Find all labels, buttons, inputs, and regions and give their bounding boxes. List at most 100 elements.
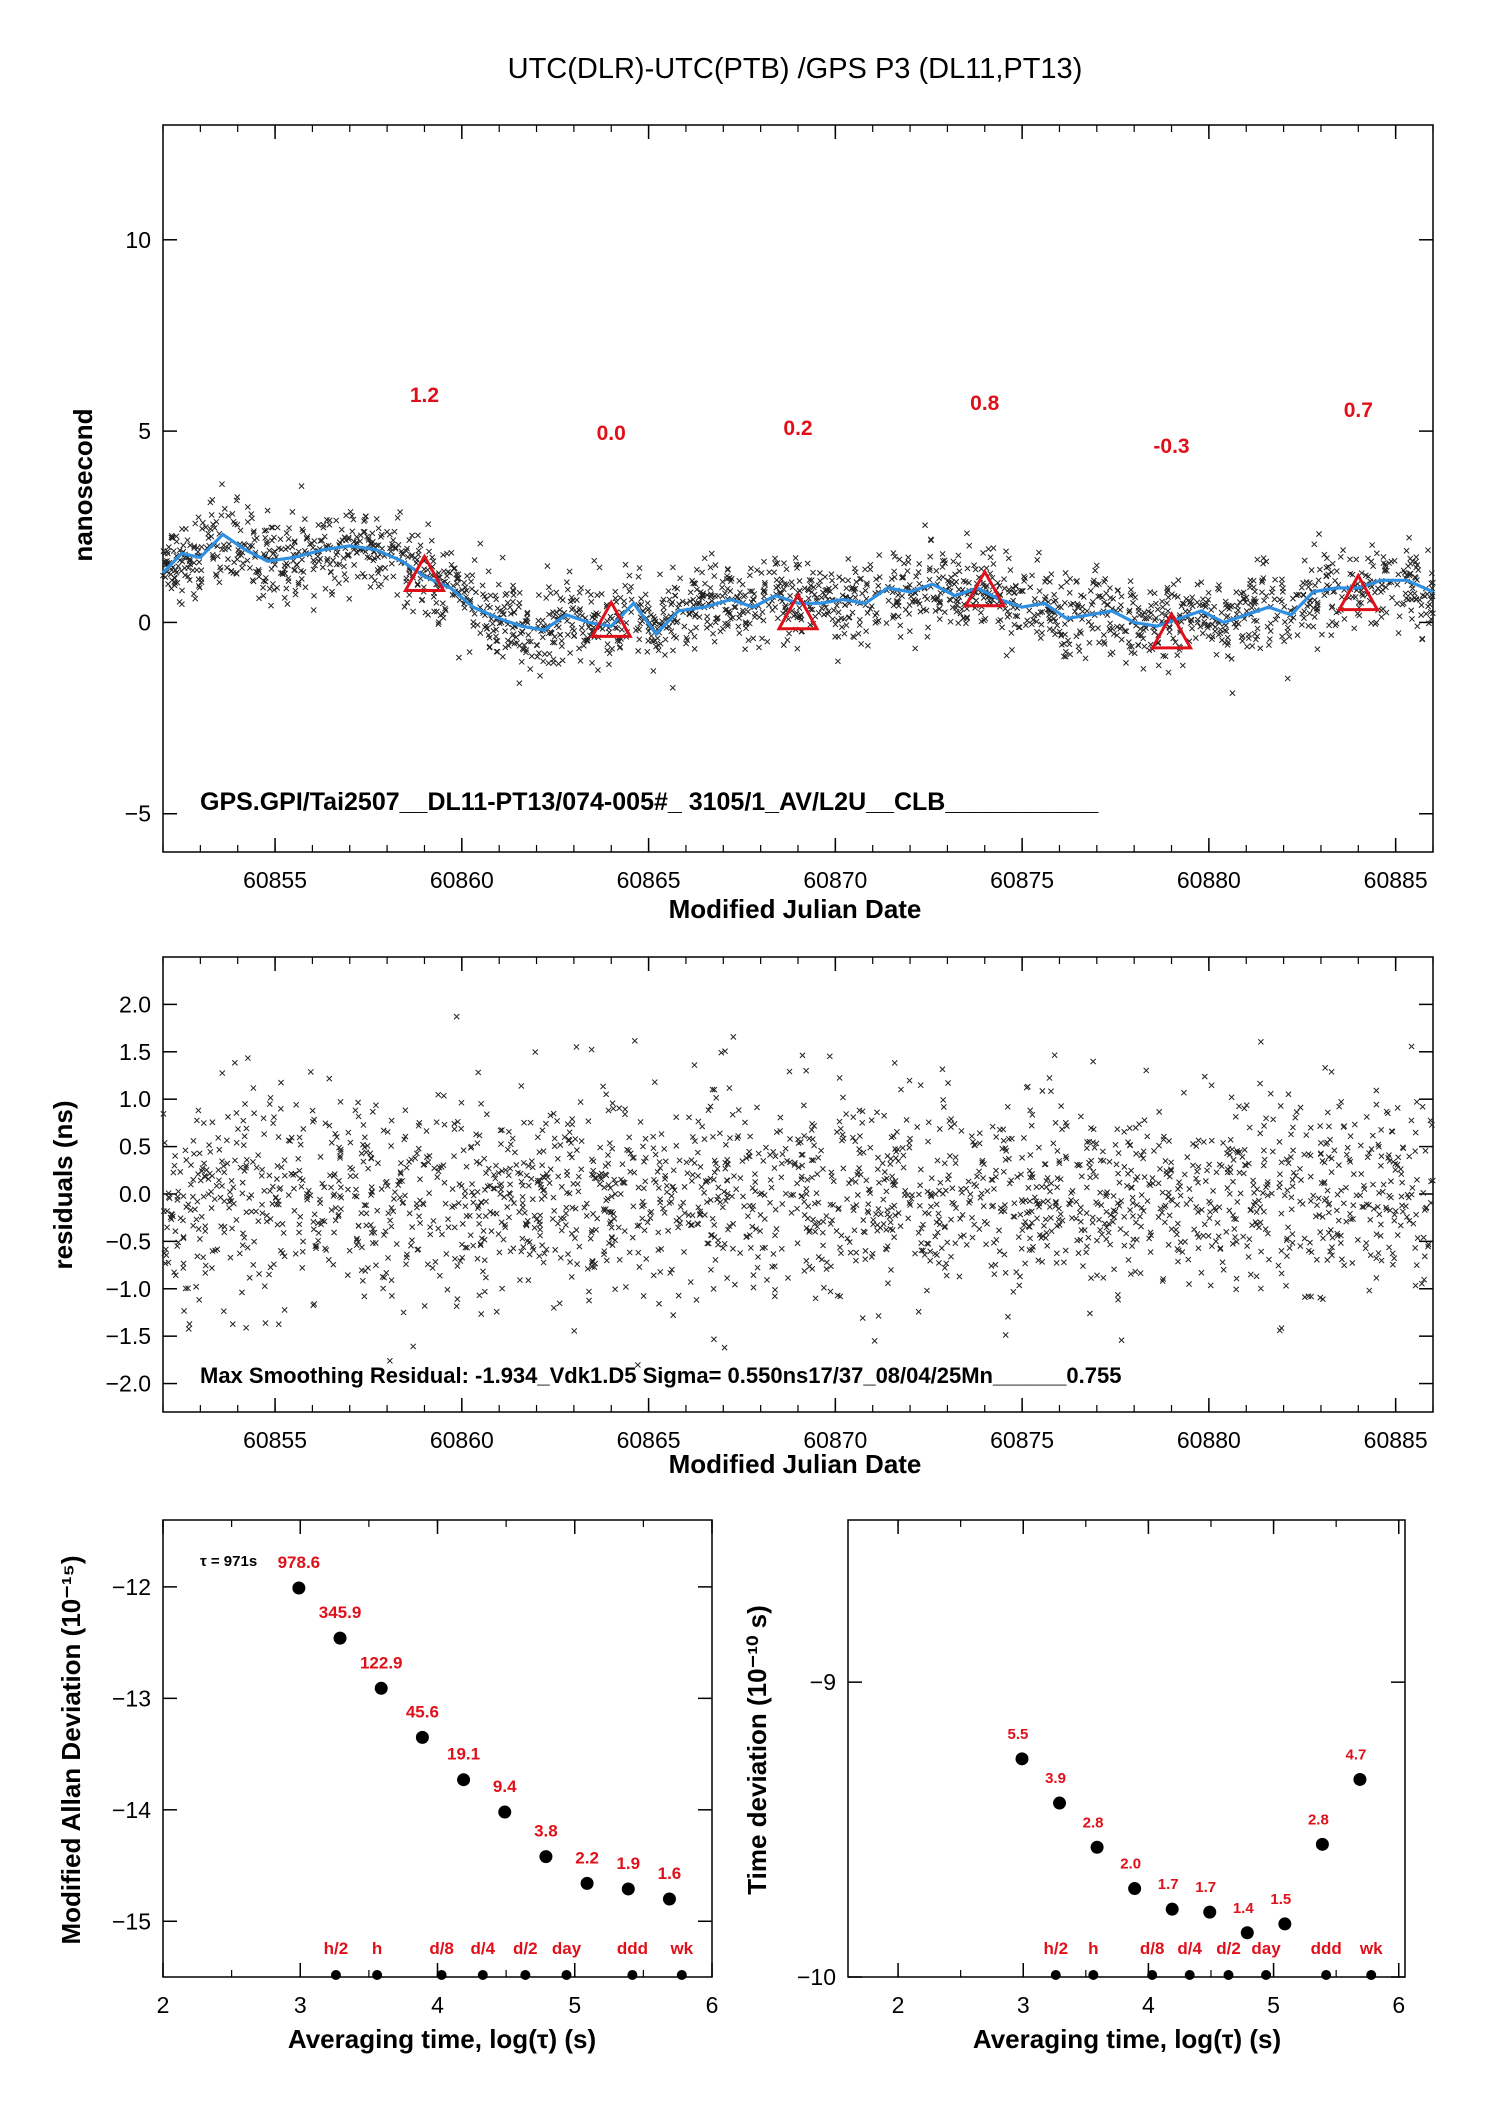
panel2-scatter-point <box>813 1190 820 1197</box>
panel1-scatter-point <box>341 534 348 541</box>
panel2-scatter-point <box>270 1120 277 1127</box>
panel1-scatter-point <box>1429 610 1436 617</box>
panel2-scatter-point <box>860 1149 867 1156</box>
panel2-scatter-point <box>1341 1123 1348 1130</box>
panel2-scatter-point <box>189 1193 196 1200</box>
panel2-scatter-point <box>464 1244 471 1251</box>
panel1-scatter-point <box>1026 607 1033 614</box>
panel2-scatter-point <box>943 1260 950 1267</box>
panel2-scatter-point <box>1127 1207 1134 1214</box>
panel2-scatter-point <box>925 1210 932 1217</box>
panel1-scatter-point <box>696 614 703 621</box>
panel2-scatter-point <box>355 1099 362 1106</box>
panel2-scatter-point <box>482 1213 489 1220</box>
panel2-scatter-point <box>459 1254 466 1261</box>
panel1-scatter-point <box>1148 602 1155 609</box>
panel4-ytick-label: −9 <box>810 1669 836 1695</box>
panel1-scatter-point <box>644 600 651 607</box>
panel2-scatter-point <box>369 1108 376 1115</box>
panel1-scatter-point <box>455 654 462 661</box>
panel2-scatter-point <box>1207 1282 1214 1289</box>
panel2-scatter-point <box>1090 1058 1097 1065</box>
panel1-scatter-point <box>492 633 499 640</box>
panel1-scatter-point <box>761 593 767 600</box>
panel1-scatter-point <box>1310 623 1317 630</box>
panel2-scatter-point <box>363 1222 370 1229</box>
panel1-scatter-point <box>428 537 435 544</box>
panel2-scatter-point <box>315 1237 322 1244</box>
panel2-scatter-point <box>1227 1164 1234 1171</box>
panel2-scatter-point <box>942 1187 949 1194</box>
panel2-scatter-point <box>1288 1131 1295 1138</box>
panel2-scatter-point <box>497 1191 504 1198</box>
panel2-scatter-point <box>636 1264 643 1270</box>
panel2-scatter-point <box>656 1300 663 1307</box>
panel2-scatter-point <box>271 1114 277 1121</box>
panel1-scatter-point <box>504 637 511 644</box>
panel2-scatter-point <box>1040 1198 1047 1205</box>
panel1-scatter-point <box>504 599 511 606</box>
panel2-scatter-point <box>1392 1166 1399 1173</box>
panel1-scatter-point <box>1146 614 1153 621</box>
panel2-scatter-point <box>327 1172 333 1179</box>
panel1-scatter-point <box>375 542 382 548</box>
panel2-scatter-point <box>1195 1209 1201 1215</box>
panel1-scatter-point <box>808 589 815 595</box>
panel1-scatter-point <box>1007 567 1014 574</box>
panel2-scatter-point <box>1335 1217 1342 1224</box>
panel1-scatter-point <box>362 513 369 520</box>
panel2-scatter-point <box>407 1242 414 1249</box>
panel1-scatter-point <box>426 548 433 555</box>
panel1-scatter-point <box>1137 625 1144 632</box>
panel1-scatter-point <box>915 569 922 576</box>
panel3-point-label: 19.1 <box>447 1745 480 1764</box>
panel1-scatter-point <box>626 572 633 579</box>
panel2-scatter-point <box>318 1221 324 1228</box>
panel1-scatter-point <box>936 575 942 582</box>
panel4-interval-dot <box>1050 1970 1061 1980</box>
panel2-scatter-point <box>635 1184 642 1191</box>
panel1-scatter-point <box>479 582 486 589</box>
panel1-scatter-point <box>1031 596 1038 602</box>
panel2-scatter-point <box>1205 1232 1212 1239</box>
panel1-scatter-point <box>1067 575 1074 582</box>
panel2-scatter-point <box>650 1145 657 1152</box>
panel2-scatter-point <box>526 1239 533 1245</box>
panel2-scatter-point <box>1234 1147 1241 1154</box>
panel1-scatter-point <box>708 592 715 599</box>
panel1-scatter-point <box>875 617 882 624</box>
panel2-scatter-point <box>174 1243 181 1249</box>
panel2-scatter-point <box>996 1126 1003 1133</box>
panel2-scatter-point <box>500 1236 507 1243</box>
panel1-scatter-point <box>1323 564 1330 571</box>
panel1-scatter-point <box>268 524 275 531</box>
panel2-scatter-point <box>392 1189 398 1196</box>
panel1-scatter-point <box>594 592 601 599</box>
panel1-scatter-point <box>585 624 592 631</box>
panel1-scatter-point <box>1341 616 1348 622</box>
panel1-scatter-point <box>604 647 611 654</box>
panel2-scatter-point <box>889 1204 895 1211</box>
panel2-scatter-point <box>589 1171 595 1178</box>
panel1-scatter-point <box>375 570 382 577</box>
panel2-scatter-point <box>1140 1155 1147 1162</box>
panel2-scatter-point <box>722 1159 729 1166</box>
panel2-scatter-point <box>360 1122 367 1128</box>
panel1-scatter-point <box>936 616 943 623</box>
panel2-scatter-point <box>1077 1113 1084 1120</box>
panel2-scatter-point <box>673 1114 680 1121</box>
panel2-scatter-point <box>504 1204 511 1210</box>
panel1-scatter-point <box>1254 556 1261 563</box>
panel2-scatter-point <box>1175 1247 1182 1254</box>
panel2-scatter-point <box>1044 1242 1051 1249</box>
panel1-scatter-point <box>1052 631 1058 638</box>
panel2-scatter-point <box>1232 1234 1239 1240</box>
panel1-scatter-point <box>980 550 987 556</box>
panel1-scatter-point <box>489 620 496 627</box>
panel2-scatter-point <box>1138 1223 1144 1230</box>
panel1-scatter-point <box>1204 622 1211 629</box>
panel1-scatter-point <box>1001 576 1007 583</box>
panel2-scatter-point <box>634 1223 641 1229</box>
panel2-scatter-point <box>482 1274 489 1281</box>
panel2-scatter-point <box>402 1107 409 1114</box>
